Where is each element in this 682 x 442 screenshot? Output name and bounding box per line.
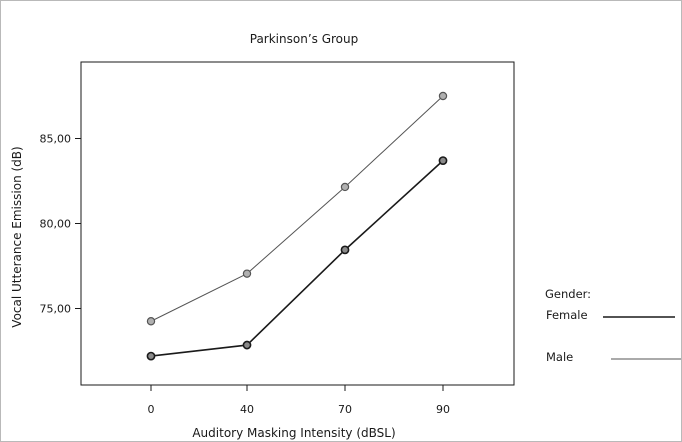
data-point-female bbox=[438, 156, 448, 165]
data-point-male bbox=[340, 182, 350, 192]
legend-label-male: Male bbox=[546, 350, 573, 364]
plot-area bbox=[80, 61, 515, 386]
data-point-male bbox=[146, 317, 156, 326]
x-axis-ticks: 0 40 70 90 bbox=[148, 385, 450, 416]
legend-label-female: Female bbox=[546, 308, 588, 322]
data-point-female bbox=[340, 245, 350, 255]
series-line-male bbox=[150, 95, 444, 322]
series-layer bbox=[146, 91, 448, 361]
data-point-female bbox=[242, 340, 252, 350]
y-tick-label: 85,00 bbox=[40, 133, 72, 146]
x-tick-label: 90 bbox=[436, 403, 450, 416]
x-axis-label: Auditory Masking Intensity (dBSL) bbox=[192, 426, 395, 440]
x-tick-label: 0 bbox=[148, 403, 155, 416]
x-tick-label: 70 bbox=[338, 403, 352, 416]
x-tick-label: 40 bbox=[240, 403, 254, 416]
series-line-female bbox=[150, 160, 444, 357]
data-point-female bbox=[146, 351, 156, 361]
data-point-male bbox=[438, 91, 448, 101]
y-tick-label: 75,00 bbox=[40, 303, 72, 316]
y-tick-label: 80,00 bbox=[40, 218, 72, 231]
y-axis-ticks: 75,00 80,00 85,00 bbox=[40, 133, 81, 316]
chart-title: Parkinson’s Group bbox=[250, 32, 359, 46]
y-axis-label: Vocal Utterance Emission (dB) bbox=[10, 146, 24, 327]
legend: Gender: Female Male bbox=[545, 287, 681, 364]
legend-title: Gender: bbox=[545, 287, 591, 301]
data-point-male bbox=[242, 269, 252, 278]
